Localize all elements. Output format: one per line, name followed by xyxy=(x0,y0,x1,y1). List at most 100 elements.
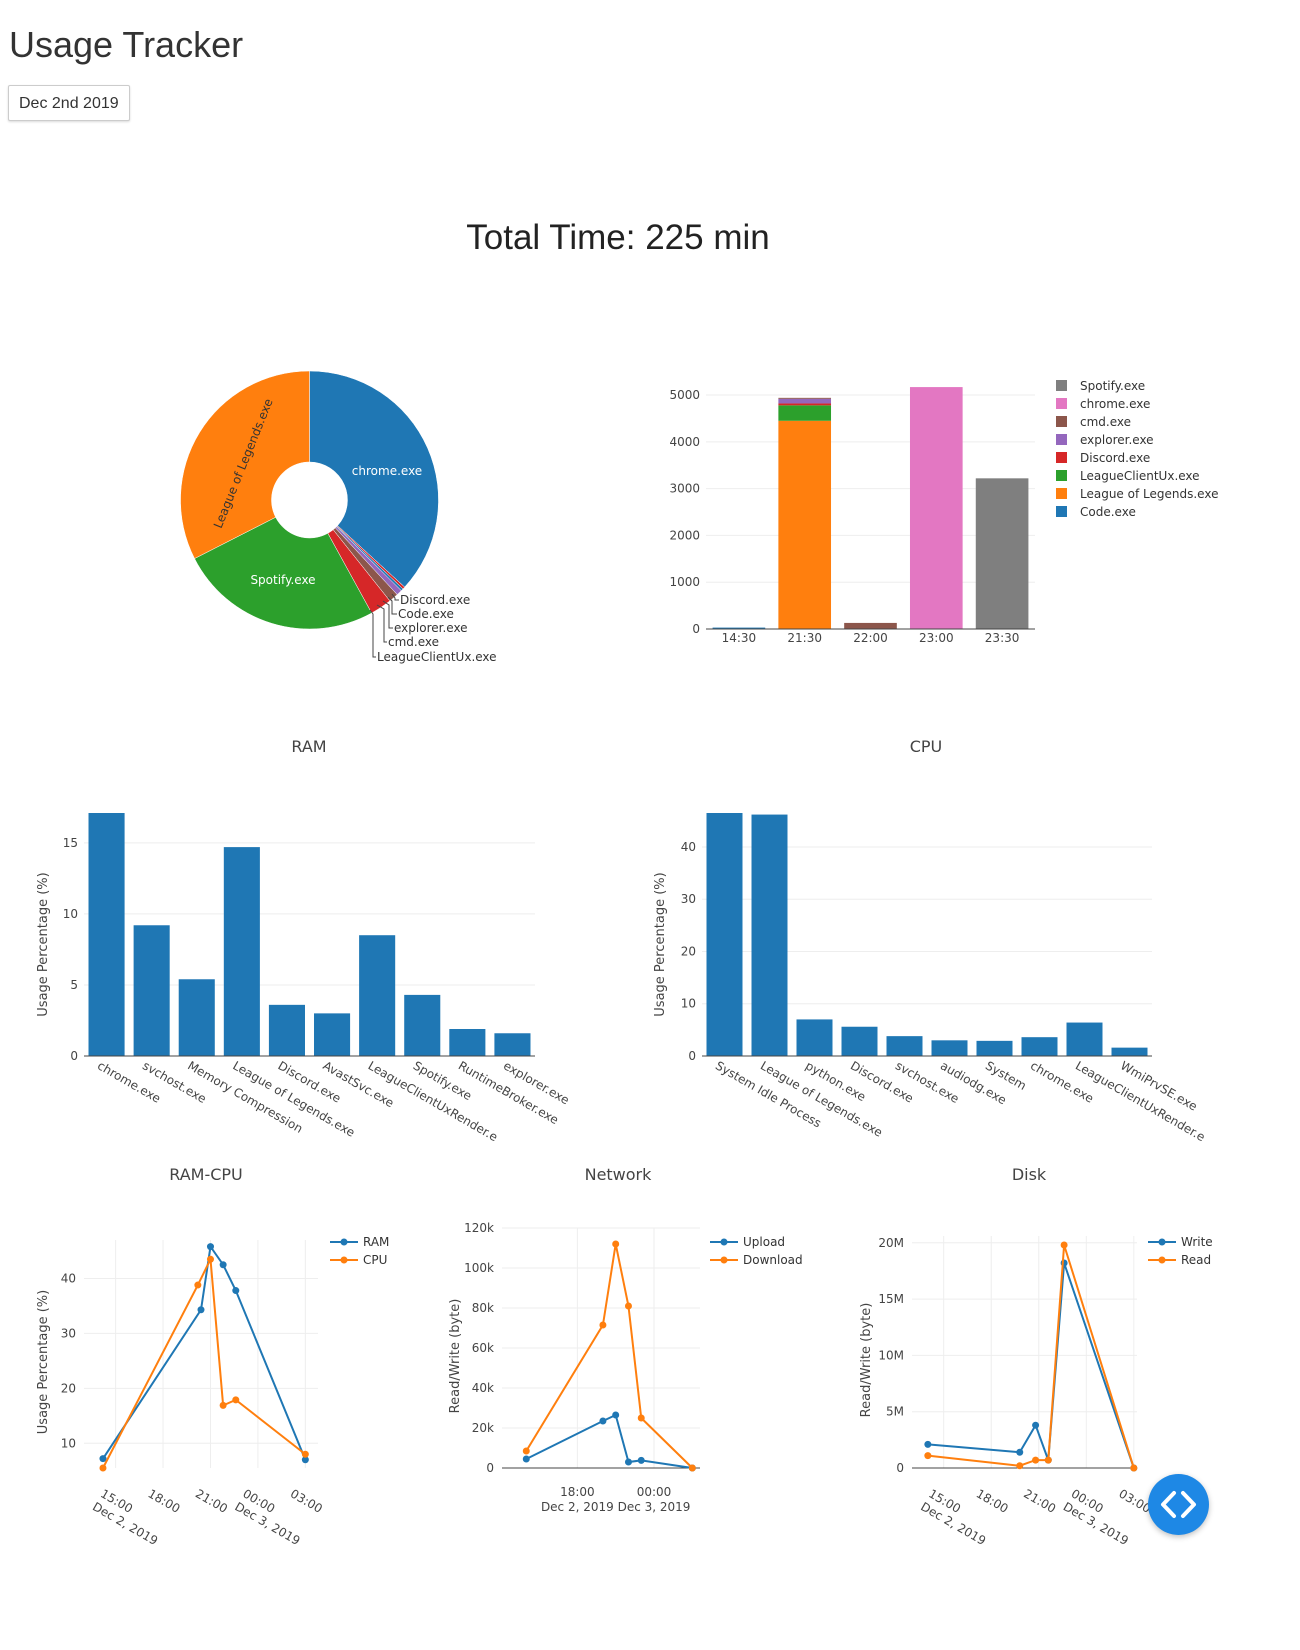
x-tick-label: 21:00 xyxy=(1021,1486,1058,1515)
x-tick-label: 21:00 xyxy=(193,1486,230,1515)
legend-marker xyxy=(720,1238,728,1246)
legend-item: Write xyxy=(1181,1235,1213,1249)
x-tick-label: 23:00 xyxy=(919,631,954,645)
y-tick-label: 10 xyxy=(681,997,696,1011)
x-tick-sublabel: Dec 3, 2019 xyxy=(618,1500,691,1514)
pie-label-code-exe: Code.exe xyxy=(398,607,454,621)
point-upload xyxy=(612,1411,620,1419)
bar-segment-cmd-exe xyxy=(844,622,897,629)
y-tick-label: 80k xyxy=(472,1301,494,1315)
y-tick-label: 60k xyxy=(472,1341,494,1355)
point-download xyxy=(599,1321,607,1329)
point-download xyxy=(624,1302,632,1310)
legend-marker xyxy=(1158,1238,1166,1246)
legend-swatch xyxy=(1056,434,1067,445)
x-tick-label: 14:30 xyxy=(722,631,757,645)
x-tick-label: 23:30 xyxy=(985,631,1020,645)
legend-item: RAM xyxy=(363,1235,389,1249)
ram-cpu-line-title: RAM-CPU xyxy=(169,1165,243,1184)
y-tick-label: 1000 xyxy=(669,575,700,589)
y-tick-label: 5 xyxy=(70,978,78,992)
bar-leagueclientuxrender-e xyxy=(359,935,396,1056)
point-ram xyxy=(99,1455,107,1463)
y-tick-label: 40 xyxy=(61,1271,76,1285)
point-read xyxy=(1130,1464,1138,1472)
pie-leader-line xyxy=(387,596,397,615)
legend-swatch xyxy=(1056,452,1067,463)
point-upload xyxy=(599,1417,607,1425)
legend-swatch xyxy=(1056,470,1067,481)
point-write xyxy=(1016,1448,1024,1456)
y-tick-label: 4000 xyxy=(669,435,700,449)
series-line-write xyxy=(927,1262,1135,1469)
code-toggle-button[interactable] xyxy=(1148,1474,1209,1535)
pie-label-spotify: Spotify.exe xyxy=(250,573,315,587)
legend-swatch xyxy=(1056,506,1067,517)
point-cpu xyxy=(99,1464,107,1472)
y-tick-label: 3000 xyxy=(669,482,700,496)
legend-item: League of Legends.exe xyxy=(1080,487,1218,501)
point-read xyxy=(1044,1456,1052,1464)
legend-marker xyxy=(1158,1256,1166,1264)
series-line-upload xyxy=(525,1413,693,1469)
y-tick-label: 0 xyxy=(688,1049,696,1063)
bar-leagueclientuxrender-e xyxy=(1066,1022,1103,1056)
legend-item: explorer.exe xyxy=(1080,433,1154,447)
point-cpu xyxy=(301,1450,309,1458)
point-cpu xyxy=(194,1281,202,1289)
y-tick-label: 40k xyxy=(472,1381,494,1395)
legend-item: CPU xyxy=(363,1253,387,1267)
y-tick-label: 15 xyxy=(63,836,78,850)
legend-swatch xyxy=(1056,488,1067,499)
code-brackets-icon xyxy=(1161,1491,1196,1518)
bar-svchost-exe xyxy=(133,925,170,1056)
pie-leader-line xyxy=(382,600,393,629)
y-tick-label: 5M xyxy=(886,1405,904,1419)
bar-segment-league-of-legends-exe xyxy=(778,420,832,629)
network-line-chart: Network Read/Write (byte) 0 20k 40k 60k 80k 100… xyxy=(448,1165,803,1514)
x-tick-label: 18:00 xyxy=(560,1485,595,1499)
x-tick-label: 22:00 xyxy=(853,631,888,645)
pie-slice-league-of-legends-exe xyxy=(180,370,310,559)
y-tick-label: 2000 xyxy=(669,528,700,542)
total-time: Total Time: 225 min xyxy=(466,218,770,257)
point-ram xyxy=(301,1456,309,1464)
point-write xyxy=(924,1440,932,1448)
point-download xyxy=(522,1447,530,1455)
bar-system-idle-process xyxy=(706,813,743,1056)
pie-label-cmd-exe: cmd.exe xyxy=(388,635,439,649)
pie-label-chrome: chrome.exe xyxy=(352,464,422,478)
pie-leader-line xyxy=(369,609,376,658)
point-upload xyxy=(637,1456,645,1464)
bar-wmiprvse-exe xyxy=(1111,1047,1148,1056)
y-tick-label: 0 xyxy=(70,1049,78,1063)
y-tick-label: 0 xyxy=(896,1461,904,1475)
pie-label-leagueclientux-exe: LeagueClientUx.exe xyxy=(377,650,497,664)
y-axis-title: Usage Percentage (%) xyxy=(653,872,668,1016)
point-upload xyxy=(522,1455,530,1463)
bar-audiodg-exe xyxy=(931,1040,968,1056)
page-title: Usage Tracker xyxy=(9,24,244,65)
bar-runtimebroker-exe xyxy=(449,1029,486,1056)
bar-chrome-exe xyxy=(1021,1037,1058,1056)
point-cpu xyxy=(206,1255,214,1263)
point-read xyxy=(1060,1241,1068,1249)
series-line-read xyxy=(927,1244,1135,1469)
network-line-title: Network xyxy=(585,1165,653,1184)
point-read xyxy=(1016,1462,1024,1470)
point-ram xyxy=(197,1306,205,1314)
legend-swatch xyxy=(1056,380,1067,391)
y-tick-label: 30 xyxy=(61,1326,76,1340)
bar-segment-cmd-exe xyxy=(778,397,832,399)
legend-marker xyxy=(720,1256,728,1264)
pie-leader-line xyxy=(391,593,399,601)
pie-slice-spotify-exe xyxy=(194,516,372,630)
point-read xyxy=(924,1452,932,1460)
date-picker[interactable]: Dec 2nd 2019 xyxy=(8,85,130,121)
y-tick-label: 15M xyxy=(878,1292,904,1306)
pie-leader-line xyxy=(376,604,387,643)
legend-marker xyxy=(340,1238,348,1246)
